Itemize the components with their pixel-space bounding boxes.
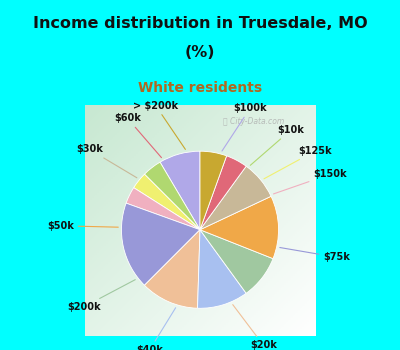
Text: $20k: $20k: [233, 304, 277, 350]
Wedge shape: [200, 166, 271, 230]
Text: Income distribution in Truesdale, MO: Income distribution in Truesdale, MO: [33, 16, 367, 30]
Text: $30k: $30k: [76, 145, 137, 178]
Text: $10k: $10k: [250, 125, 304, 165]
Wedge shape: [200, 151, 227, 230]
Wedge shape: [200, 230, 273, 293]
Text: $100k: $100k: [222, 103, 267, 151]
Text: $75k: $75k: [280, 247, 350, 262]
Text: $40k: $40k: [136, 308, 176, 350]
Text: > $200k: > $200k: [133, 101, 185, 149]
Wedge shape: [198, 230, 246, 308]
Text: ⓘ City-Data.com: ⓘ City-Data.com: [223, 117, 284, 126]
Wedge shape: [160, 151, 200, 230]
Text: (%): (%): [185, 45, 215, 60]
Wedge shape: [200, 196, 278, 259]
Wedge shape: [144, 162, 200, 230]
Text: $200k: $200k: [67, 280, 135, 312]
Wedge shape: [126, 188, 200, 230]
Text: $50k: $50k: [47, 221, 118, 231]
Text: $125k: $125k: [264, 146, 332, 179]
Wedge shape: [134, 174, 200, 230]
Text: $60k: $60k: [114, 113, 162, 158]
Text: White residents: White residents: [138, 81, 262, 95]
Text: $150k: $150k: [274, 169, 347, 194]
Wedge shape: [200, 156, 246, 230]
Wedge shape: [144, 230, 200, 308]
Wedge shape: [122, 203, 200, 285]
